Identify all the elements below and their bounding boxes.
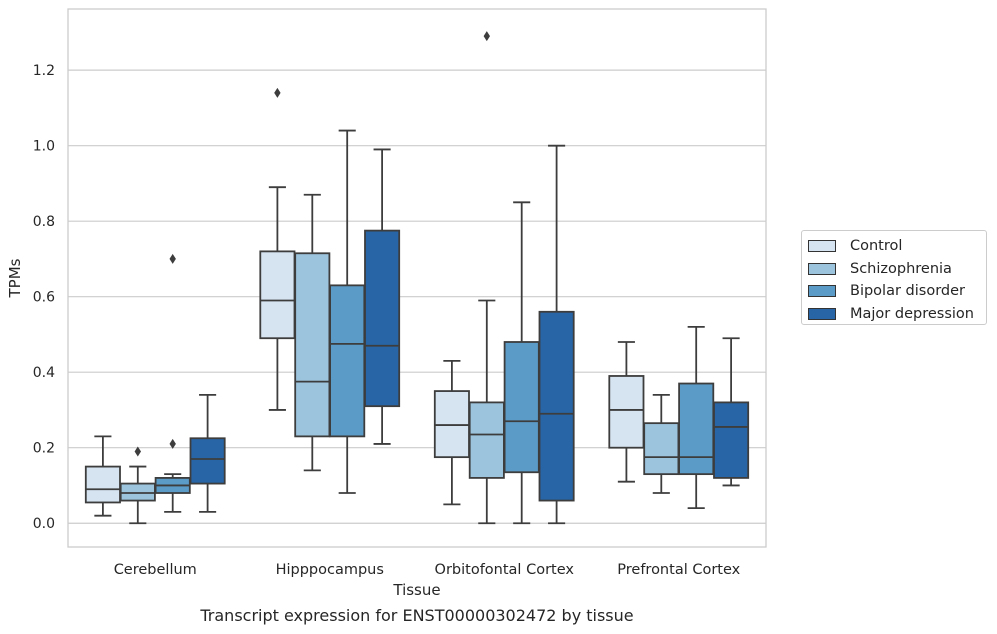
box-bipolar-disorder [503, 201, 540, 525]
outlier-point [274, 87, 281, 98]
outlier-point [169, 438, 176, 449]
box-body [294, 252, 331, 438]
x-tick-label: Orbitofontal Cortex [435, 562, 575, 578]
x-tick-labels: Cerebellum Hipppocampus Orbitofontal Corte… [114, 562, 741, 578]
legend: Control Schizophrenia Bipolar disorder Majo… [801, 230, 987, 325]
box-body [503, 341, 540, 474]
box-bipolar-disorder [329, 129, 366, 494]
legend-label: Major depression [850, 305, 974, 322]
box-bipolar-disorder [154, 253, 191, 513]
y-tick-label: 1.2 [33, 63, 55, 79]
box-major-depression [189, 393, 226, 513]
box-control [433, 359, 470, 506]
legend-label: Schizophrenia [850, 260, 952, 277]
box-body [608, 375, 645, 449]
legend-item: Control [808, 235, 980, 258]
box-body [538, 310, 575, 502]
outlier-point [483, 31, 490, 42]
outlier-point [134, 446, 141, 457]
box-bipolar-disorder [678, 325, 715, 510]
x-tick-label: Hipppocampus [276, 562, 384, 578]
legend-swatch [808, 307, 836, 320]
y-tick-label: 1.0 [33, 139, 55, 155]
box-body [643, 422, 680, 476]
box-body [329, 284, 366, 438]
y-axis-label: TPMs [6, 258, 24, 298]
box-series [84, 31, 750, 525]
x-tick-label: Cerebellum [114, 562, 197, 578]
box-major-depression [364, 148, 401, 445]
box-body [468, 401, 505, 479]
legend-item: Bipolar disorder [808, 280, 980, 303]
y-tick-label: 0.6 [33, 290, 55, 306]
box-body [364, 229, 401, 408]
box-body [713, 401, 750, 479]
box-body [678, 382, 715, 476]
box-major-depression [713, 337, 750, 487]
box-control [259, 87, 296, 411]
box-body [433, 390, 470, 459]
legend-label: Bipolar disorder [850, 283, 965, 300]
box-schizophrenia [643, 393, 680, 494]
y-tick-label: 0.2 [33, 441, 55, 457]
box-control [608, 341, 645, 483]
y-tick-label: 0.4 [33, 365, 55, 381]
legend-swatch [808, 262, 836, 275]
box-schizophrenia [468, 31, 505, 525]
box-major-depression [538, 144, 575, 525]
legend-swatch [808, 285, 836, 298]
outlier-point [169, 253, 176, 264]
box-body [84, 465, 121, 504]
x-axis-label: Tissue [392, 581, 440, 599]
legend-label: Control [850, 238, 903, 255]
box-body [119, 482, 156, 502]
legend-item: Schizophrenia [808, 258, 980, 281]
y-tick-labels: 0.0 0.2 0.4 0.6 0.8 1.0 1.2 [33, 63, 55, 532]
legend-item: Major depression [808, 303, 980, 326]
legend-swatch [808, 240, 836, 253]
y-tick-label: 0.0 [33, 516, 55, 532]
x-tick-label: Prefrontal Cortex [617, 562, 740, 578]
y-tick-label: 0.8 [33, 214, 55, 230]
box-body [259, 250, 296, 340]
box-body [189, 437, 226, 485]
chart-caption: Transcript expression for ENST0000030247… [200, 606, 634, 625]
